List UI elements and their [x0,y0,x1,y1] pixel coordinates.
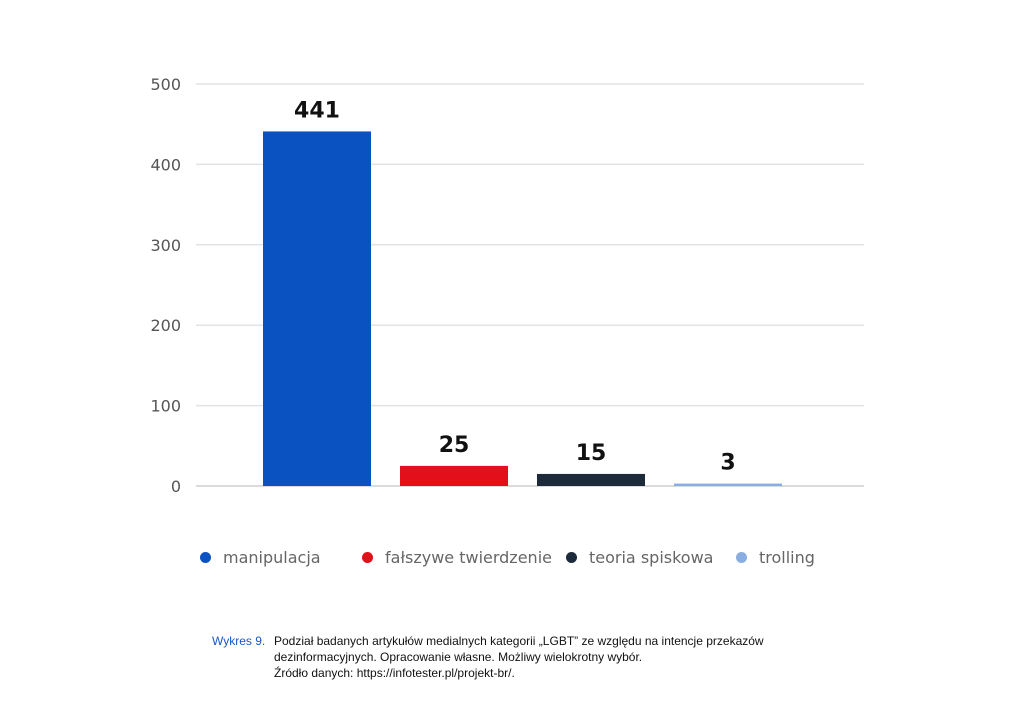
y-tick-label: 200 [150,316,181,335]
legend-item-trolling: trolling [736,548,815,567]
legend: manipulacja fałszywe twierdzenie teoria … [200,548,860,572]
legend-item-manipulacja: manipulacja [200,548,321,567]
y-axis-ticks: 0 100 200 300 400 500 [150,75,181,496]
y-tick-label: 0 [171,477,181,496]
value-label: 15 [576,441,607,466]
legend-dot-icon [200,552,211,563]
legend-label: fałszywe twierdzenie [385,548,552,567]
caption-line: dezinformacyjnych. Opracowanie własne. M… [274,650,643,664]
legend-item-teoria-spiskowa: teoria spiskowa [566,548,713,567]
legend-item-falszywe-twierdzenie: fałszywe twierdzenie [362,548,552,567]
bar-0 [263,131,371,486]
legend-dot-icon [566,552,577,563]
caption-line: Źródło danych: https://infotester.pl/pro… [274,666,515,680]
bars [263,131,782,486]
caption-label: Wykres 9. [212,634,266,648]
bar-chart: 0 100 200 300 400 500 441 25 15 3 [150,75,864,496]
legend-dot-icon [362,552,373,563]
bar-2 [537,473,645,486]
caption-line: Podział badanych artykułów medialnych ka… [274,634,764,648]
bar-1 [400,465,508,486]
y-tick-label: 400 [150,155,181,174]
y-tick-label: 500 [150,75,181,94]
value-label: 25 [439,433,470,458]
y-tick-label: 300 [150,236,181,255]
value-labels: 441 25 15 3 [294,98,736,475]
value-label: 441 [294,98,340,123]
y-tick-label: 100 [150,397,181,416]
legend-label: trolling [759,548,815,567]
value-label: 3 [720,451,735,476]
legend-dot-icon [736,552,747,563]
caption-text: Podział badanych artykułów medialnych ka… [274,633,834,681]
legend-label: teoria spiskowa [589,548,714,567]
bar-3 [674,483,782,486]
legend-label: manipulacja [223,548,321,567]
